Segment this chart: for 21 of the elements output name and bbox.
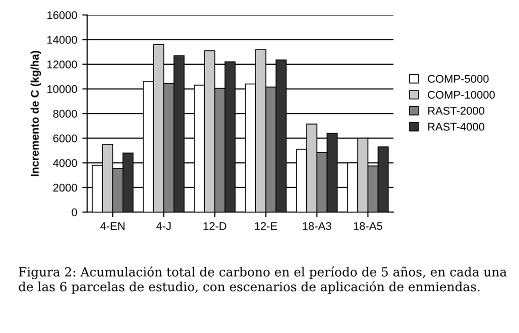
y-axis-title: Incremento de C (kg/ha) — [30, 50, 42, 176]
y-tick-label: 12000 — [47, 60, 78, 68]
y-tick-label: 0 — [72, 208, 78, 216]
x-tick-label: 12-D — [204, 222, 226, 230]
y-tick-label: 8000 — [53, 110, 78, 118]
y-tick-label: 6000 — [53, 134, 78, 142]
text: Figura 2: Acumulación total de carbono en el período de 5 años, en cada una de las 6 parcelas de estudio, con escenarios de aplicación de enmiendas. — [18, 266, 507, 294]
y-tick-label: 10000 — [47, 85, 78, 94]
x-tick-label: 18-A5 — [354, 222, 382, 230]
y-tick-label: 2000 — [53, 184, 78, 192]
y-tick-label: 16000 — [47, 11, 78, 20]
legend-label: COMP-10000 — [428, 90, 495, 99]
x-tick-label: 18-A3 — [302, 222, 332, 230]
x-tick-label: 4-J — [156, 222, 171, 230]
y-tick-label: 4000 — [53, 159, 78, 167]
legend-label: RAST-2000 — [428, 106, 484, 115]
x-tick-label: 4-EN — [100, 222, 124, 230]
x-tick-label: 12-E — [254, 222, 278, 230]
y-tick-label: 14000 — [47, 36, 78, 44]
legend-label: COMP-5000 — [428, 74, 489, 83]
legend-label: RAST-4000 — [428, 122, 484, 131]
